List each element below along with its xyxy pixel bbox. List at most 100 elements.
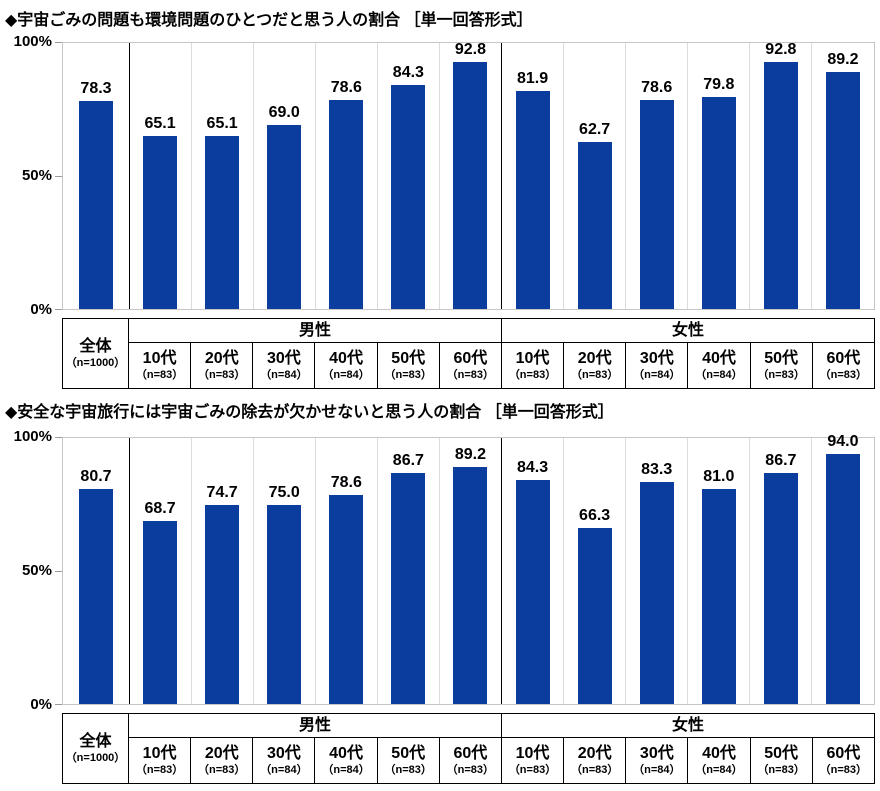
bar-value-label: 69.0 — [268, 104, 300, 122]
bar-male-60代 — [453, 62, 488, 309]
group-separator-line — [128, 438, 130, 704]
column-separator-line — [625, 43, 627, 309]
sample-size-label: （n=84） — [633, 764, 681, 776]
bar-female-50代 — [763, 473, 798, 704]
bar-male-30代 — [267, 504, 302, 704]
category-label: 50代 — [764, 350, 799, 367]
sample-size-label: （n=83） — [819, 764, 868, 776]
category-label: 30代 — [266, 745, 301, 762]
group-header-cell-female: 女性 — [500, 713, 876, 738]
bar-male-30代 — [267, 125, 302, 309]
bar-female-60代 — [825, 71, 860, 309]
bar-female-20代 — [577, 142, 612, 309]
bar-value-label: 84.3 — [392, 63, 424, 81]
sample-size-label: （n=84） — [322, 369, 370, 381]
sample-size-label: （n=83） — [508, 369, 557, 381]
category-table: 全体 （n=1000） 男性 女性 10代 （n=83） 20代 （n=83） 30代 （n=84… — [62, 318, 876, 389]
bar-male-60代 — [453, 466, 488, 704]
bar-male-20代 — [205, 135, 240, 309]
bar-female-40代 — [701, 96, 736, 309]
bar-value-label: 78.6 — [330, 78, 362, 96]
bar-value-label: 65.1 — [144, 114, 176, 132]
bar-value-label: 78.3 — [80, 79, 112, 97]
age-header-cell-female-50代: 50代 （n=83） — [749, 737, 813, 784]
sample-size-label: （n=83） — [384, 369, 432, 381]
chart-block-space-debris-environment: ◆宇宙ごみの問題も環境問題のひとつだと思う人の割合 ［単一回答形式］ 100% 5… — [0, 0, 880, 392]
group-header-cell-female: 女性 — [500, 318, 876, 343]
category-label: 20代 — [204, 745, 239, 762]
bar-value-label: 84.3 — [516, 458, 549, 476]
bar-value-label: 65.1 — [206, 114, 238, 132]
chart-block-space-travel-debris-removal: ◆安全な宇宙旅行には宇宙ごみの除去が欠かせないと思う人の割合 ［単一回答形式］ … — [0, 392, 880, 784]
category-label: 10代 — [515, 350, 550, 367]
age-header-cell-male-40代: 40代 （n=84） — [314, 342, 378, 389]
group-label: 女性 — [671, 321, 704, 339]
group-label: 女性 — [671, 716, 704, 734]
y-axis-label: 100% — [13, 33, 52, 50]
sample-size-label: （n=83） — [757, 369, 805, 381]
age-header-cell-female-20代: 20代 （n=83） — [563, 737, 627, 784]
category-label: 20代 — [577, 745, 612, 762]
chart-title: ◆安全な宇宙旅行には宇宙ごみの除去が欠かせないと思う人の割合 ［単一回答形式］ — [5, 404, 614, 421]
category-label: 60代 — [453, 350, 488, 367]
column-separator-line — [687, 438, 689, 704]
y-axis-tick — [55, 571, 62, 572]
column-separator-line — [625, 438, 627, 704]
column-separator-line — [314, 438, 316, 704]
category-table: 全体 （n=1000） 男性 女性 10代 （n=83） 20代 （n=83） 30代 （n=84… — [62, 713, 876, 784]
age-header-cell-male-50代: 50代 （n=83） — [376, 737, 440, 784]
category-label: 10代 — [515, 745, 550, 762]
sample-size-label: （n=84） — [260, 764, 308, 776]
age-header-cell-female-30代: 30代 （n=84） — [625, 342, 689, 389]
bar-overall — [79, 489, 113, 704]
y-axis-label: 0% — [30, 696, 52, 713]
category-label: 50代 — [391, 350, 426, 367]
column-separator-line — [563, 43, 565, 309]
bar-value-label: 92.8 — [454, 41, 487, 59]
group-header-cell-male: 男性 — [128, 318, 502, 343]
age-header-cell-female-50代: 50代 （n=83） — [749, 342, 813, 389]
sample-size-label: （n=84） — [322, 764, 370, 776]
bar-female-60代 — [825, 453, 860, 704]
bar-male-10代 — [143, 521, 178, 704]
column-separator-line — [749, 43, 751, 309]
category-label: 40代 — [702, 350, 736, 367]
overall-header-cell: 全体 （n=1000） — [62, 318, 129, 389]
sample-size-label: （n=83） — [819, 369, 868, 381]
category-label: 40代 — [702, 745, 736, 762]
group-label: 男性 — [298, 321, 331, 339]
bar-female-20代 — [577, 527, 612, 704]
sample-size-label: （n=1000） — [65, 752, 126, 764]
age-header-cell-female-10代: 10代 （n=83） — [500, 342, 565, 389]
category-label: 60代 — [826, 350, 861, 367]
bar-value-label: 78.6 — [641, 78, 673, 96]
category-label: 30代 — [639, 350, 674, 367]
group-separator-line — [501, 43, 502, 309]
bar-value-label: 81.0 — [703, 467, 735, 485]
column-separator-line — [190, 43, 192, 309]
bar-male-10代 — [143, 135, 178, 309]
y-axis-tick — [55, 42, 62, 43]
sample-size-label: （n=84） — [695, 764, 743, 776]
bar-value-label: 62.7 — [579, 121, 611, 139]
column-separator-line — [376, 438, 378, 704]
y-axis-tick — [55, 176, 62, 177]
age-header-cell-female-40代: 40代 （n=84） — [687, 737, 751, 784]
bar-male-40代 — [329, 494, 364, 704]
category-label: 30代 — [266, 350, 301, 367]
y-axis-tick — [55, 309, 62, 310]
group-header-cell-male: 男性 — [128, 713, 502, 738]
category-label: 40代 — [329, 350, 363, 367]
sample-size-label: （n=83） — [198, 369, 246, 381]
age-header-cell-male-50代: 50代 （n=83） — [376, 342, 440, 389]
group-separator-line — [501, 438, 502, 704]
column-separator-line — [563, 438, 565, 704]
age-header-cell-male-10代: 10代 （n=83） — [127, 737, 192, 784]
y-axis-label: 50% — [21, 167, 52, 184]
age-header-cell-male-10代: 10代 （n=83） — [127, 342, 192, 389]
sample-size-label: （n=83） — [757, 764, 805, 776]
category-label: 50代 — [764, 745, 799, 762]
y-axis-label: 50% — [21, 562, 52, 579]
sample-size-label: （n=83） — [570, 764, 619, 776]
column-separator-line — [314, 43, 316, 309]
